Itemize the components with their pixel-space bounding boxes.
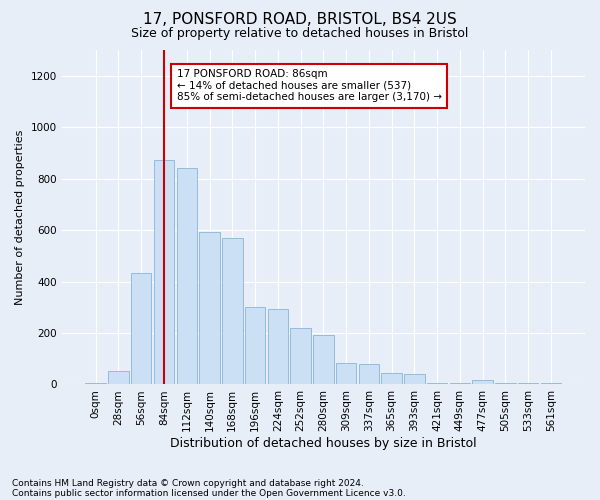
Y-axis label: Number of detached properties: Number of detached properties — [15, 130, 25, 305]
Bar — [359, 364, 379, 384]
Bar — [518, 383, 538, 384]
Bar — [108, 371, 129, 384]
Bar — [404, 374, 425, 384]
Bar — [427, 383, 448, 384]
Bar — [154, 160, 174, 384]
Text: Contains public sector information licensed under the Open Government Licence v3: Contains public sector information licen… — [12, 488, 406, 498]
Bar — [382, 372, 402, 384]
Text: Size of property relative to detached houses in Bristol: Size of property relative to detached ho… — [131, 28, 469, 40]
Bar — [199, 232, 220, 384]
Bar — [245, 308, 265, 384]
Text: Contains HM Land Registry data © Crown copyright and database right 2024.: Contains HM Land Registry data © Crown c… — [12, 478, 364, 488]
Bar — [268, 310, 288, 384]
X-axis label: Distribution of detached houses by size in Bristol: Distribution of detached houses by size … — [170, 437, 476, 450]
Bar — [290, 328, 311, 384]
Text: 17, PONSFORD ROAD, BRISTOL, BS4 2US: 17, PONSFORD ROAD, BRISTOL, BS4 2US — [143, 12, 457, 28]
Bar — [449, 383, 470, 384]
Bar — [495, 383, 515, 384]
Bar — [336, 364, 356, 384]
Bar — [222, 238, 242, 384]
Bar — [313, 335, 334, 384]
Text: 17 PONSFORD ROAD: 86sqm
← 14% of detached houses are smaller (537)
85% of semi-d: 17 PONSFORD ROAD: 86sqm ← 14% of detache… — [176, 70, 442, 102]
Bar — [131, 274, 151, 384]
Bar — [472, 380, 493, 384]
Bar — [176, 168, 197, 384]
Bar — [85, 383, 106, 384]
